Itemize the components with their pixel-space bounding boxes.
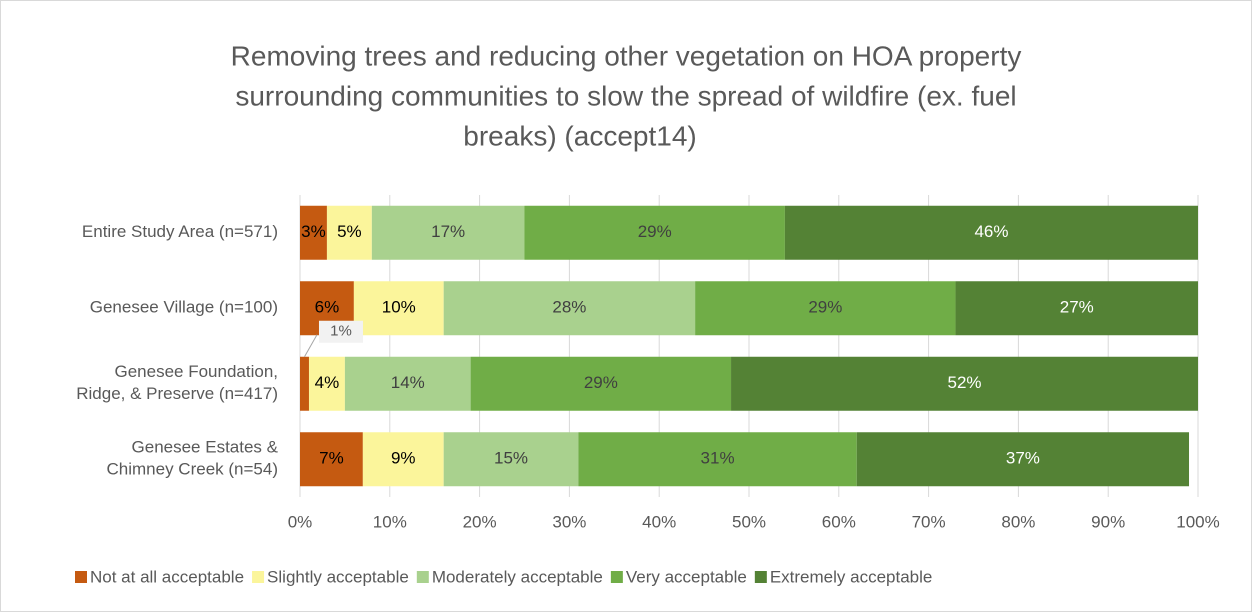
data-label: 14% xyxy=(391,373,425,392)
bar-segment xyxy=(371,205,525,260)
bar-segment xyxy=(470,356,732,411)
x-tick-label: 80% xyxy=(1001,512,1035,531)
data-label: 3% xyxy=(301,222,326,241)
data-label: 6% xyxy=(315,298,340,317)
data-label: 9% xyxy=(391,449,416,468)
y-tick-label: Genesee Village (n=100) xyxy=(90,298,278,317)
chart-title: Removing trees and reducing other vegeta… xyxy=(231,40,1022,71)
legend-swatch xyxy=(754,571,767,583)
legend-label: Slightly acceptable xyxy=(267,567,409,586)
bar-segment xyxy=(300,205,327,260)
bar-segment xyxy=(300,432,363,487)
legend-label: Moderately acceptable xyxy=(432,567,603,586)
y-tick-label: Genesee Foundation, xyxy=(114,362,278,381)
x-tick-label: 60% xyxy=(822,512,856,531)
x-tick-label: 100% xyxy=(1176,512,1219,531)
x-tick-label: 20% xyxy=(463,512,497,531)
x-tick-label: 50% xyxy=(732,512,766,531)
x-tick-label: 90% xyxy=(1091,512,1125,531)
bar-segment xyxy=(443,281,696,336)
data-label: 29% xyxy=(584,373,618,392)
legend-label: Extremely acceptable xyxy=(770,567,933,586)
bar-segment xyxy=(443,432,579,487)
legend-swatch xyxy=(416,571,429,583)
bar-segment xyxy=(362,432,444,487)
bar-segment xyxy=(524,205,785,260)
bar-segment xyxy=(695,281,956,336)
x-tick-label: 10% xyxy=(373,512,407,531)
data-label: 4% xyxy=(315,373,340,392)
x-tick-label: 70% xyxy=(912,512,946,531)
bar-segment xyxy=(578,432,857,487)
data-label: 17% xyxy=(431,222,465,241)
legend-swatch xyxy=(252,571,265,583)
data-label: 37% xyxy=(1006,449,1040,468)
legend-label: Very acceptable xyxy=(626,567,747,586)
data-label: 15% xyxy=(494,449,528,468)
x-tick-label: 0% xyxy=(288,512,313,531)
data-label: 5% xyxy=(337,222,362,241)
y-tick-label: Genesee Estates & xyxy=(132,438,279,457)
bar-segment xyxy=(856,432,1190,487)
data-label: 28% xyxy=(552,298,586,317)
legend-swatch xyxy=(610,571,623,583)
bar-segment xyxy=(353,281,444,336)
x-tick-label: 40% xyxy=(642,512,676,531)
bar-segment xyxy=(784,205,1198,260)
callout-box xyxy=(318,320,363,343)
y-tick-label: Ridge, & Preserve (n=417) xyxy=(76,384,278,403)
data-label: 10% xyxy=(382,298,416,317)
data-label: 29% xyxy=(808,298,842,317)
chart-title: breaks) (accept14) xyxy=(463,120,696,151)
y-tick-label: Entire Study Area (n=571) xyxy=(82,222,278,241)
bar-segment xyxy=(326,205,372,260)
bar-segment xyxy=(300,356,309,411)
legend-swatch xyxy=(75,571,87,583)
bar-segment xyxy=(308,356,345,411)
data-label: 46% xyxy=(974,222,1008,241)
x-tick-label: 30% xyxy=(552,512,586,531)
bar-segment xyxy=(344,356,471,411)
data-label: 52% xyxy=(948,373,982,392)
chart-title: surrounding communities to slow the spre… xyxy=(235,80,1016,111)
data-label: 27% xyxy=(1060,298,1094,317)
bar-segment xyxy=(955,281,1198,336)
callout-leader xyxy=(304,334,318,357)
legend-label: Not at all acceptable xyxy=(90,567,244,586)
data-label: 7% xyxy=(319,449,344,468)
bar-segment xyxy=(731,356,1198,411)
y-tick-label: Chimney Creek (n=54) xyxy=(107,460,279,479)
data-label: 29% xyxy=(638,222,672,241)
data-label: 1% xyxy=(330,323,352,340)
data-label: 31% xyxy=(701,449,735,468)
